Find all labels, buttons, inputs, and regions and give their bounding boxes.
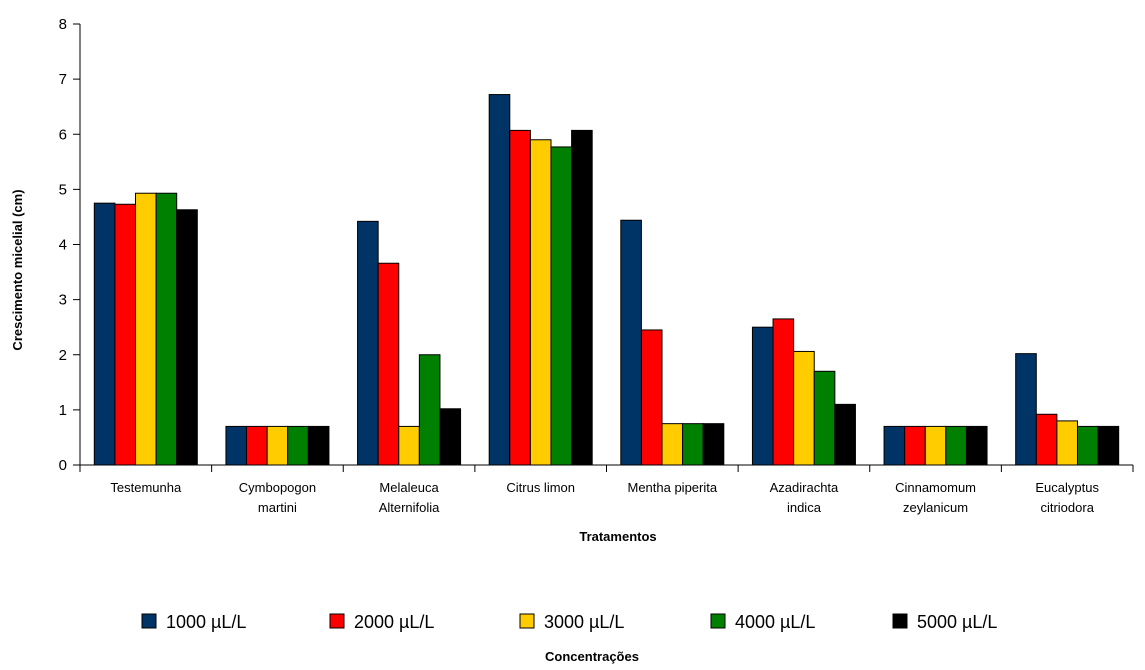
y-tick-label: 4 [59,237,67,254]
x-axis-title: Tratamentos [579,529,656,544]
bar [550,146,573,466]
legend-title: Concentrações [545,649,639,664]
bar [488,94,511,466]
x-tick-label: Cinnamomum [895,480,976,495]
bar [155,192,178,466]
bar [246,425,268,466]
y-tick-label: 3 [59,292,67,309]
bar [377,262,400,466]
y-tick-label: 7 [59,71,67,88]
x-tick-label: martini [258,500,297,515]
bar [93,202,116,466]
x-tick-label: Melaleuca [379,480,439,495]
legend-swatch [710,613,726,629]
legend-item: 2000 µL/L [329,612,434,632]
bar [307,425,330,466]
bar [883,425,906,466]
y-axis-title: Crescimento micelial (cm) [10,189,25,350]
bar [620,219,642,466]
y-tick-label: 2 [59,347,67,364]
legend-swatch [329,613,345,629]
bar [793,350,815,466]
bar [287,425,309,466]
bar [702,423,725,466]
y-tick-label: 0 [59,457,67,474]
x-tick-label: Testemunha [110,480,182,495]
legend-label: 4000 µL/L [735,612,815,632]
bar [1015,353,1037,466]
legend-item: 1000 µL/L [141,612,246,632]
bar [135,192,157,466]
x-tick-label: Mentha piperita [627,480,717,495]
bar [945,425,967,466]
legend-swatch [519,613,535,629]
x-tick-label: Azadirachta [770,480,839,495]
y-tick-label: 6 [59,126,67,143]
bar [418,354,441,466]
x-tick-label: indica [787,500,822,515]
bar [1076,425,1099,466]
bar [772,318,795,466]
legend: 1000 µL/L 2000 µL/L 3000 µL/L 4000 µL/L 5000… [141,612,997,632]
bar [682,423,704,466]
bar [571,129,593,466]
bar [529,139,552,466]
legend-label: 5000 µL/L [917,612,997,632]
x-tick-label: Citrus limon [506,480,575,495]
legend-swatch [141,613,157,629]
y-tick-label: 1 [59,402,67,419]
bar [904,425,926,466]
bar [834,403,856,466]
legend-label: 1000 µL/L [166,612,246,632]
bar [1056,420,1078,466]
legend-label: 2000 µL/L [354,612,434,632]
bar [813,370,836,466]
bar [1035,413,1058,466]
x-tick-label: Alternifolia [379,500,440,515]
y-tick-label: 5 [59,181,67,198]
bar [509,129,531,466]
bar [357,220,379,466]
bar [751,326,774,466]
bar [439,408,462,466]
bar [1097,425,1120,466]
bar [640,329,663,466]
labels-group: 0 1 2 3 4 5 6 7 8 Testemunha Cymbopogon martini Mela… [59,16,1100,515]
bar [661,423,684,466]
bar [398,425,420,466]
bar [965,425,988,466]
axes-group [73,23,1134,472]
legend-label: 3000 µL/L [544,612,624,632]
bar [225,425,248,466]
bar [114,203,137,466]
legend-item: 4000 µL/L [710,612,815,632]
x-tick-label: citriodora [1040,500,1094,515]
y-tick-label: 8 [59,16,67,33]
bar [266,425,289,466]
x-tick-label: Eucalyptus [1035,480,1099,495]
bar [176,209,198,466]
bars-group [93,94,1120,466]
legend-item: 5000 µL/L [892,612,997,632]
x-tick-label: zeylanicum [903,500,968,515]
bar [924,425,947,466]
x-tick-label: Cymbopogon [239,480,316,495]
legend-swatch [892,613,908,629]
legend-item: 3000 µL/L [519,612,624,632]
